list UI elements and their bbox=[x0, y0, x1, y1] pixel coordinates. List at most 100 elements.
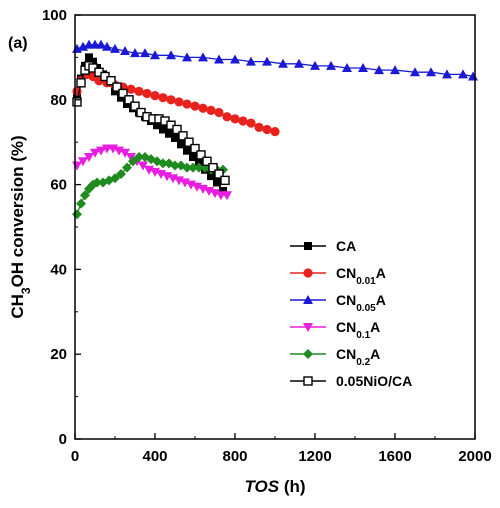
data-point bbox=[342, 63, 352, 72]
data-point bbox=[110, 173, 120, 184]
data-point bbox=[262, 124, 272, 135]
legend-entry: 0.05NiO/CA bbox=[290, 373, 412, 389]
x-axis-title: TOS (h) bbox=[244, 477, 305, 496]
legend-entry: CA bbox=[290, 238, 356, 254]
legend-label-main: CN bbox=[336, 292, 356, 308]
data-point bbox=[214, 169, 224, 179]
data-point bbox=[138, 161, 148, 171]
data-point bbox=[171, 133, 179, 142]
y-tick-label: 80 bbox=[50, 92, 67, 109]
x-tick-label: 1600 bbox=[378, 448, 411, 465]
legend-label-main: CN bbox=[336, 319, 356, 335]
y-tick-label: 60 bbox=[50, 177, 67, 194]
data-point bbox=[294, 58, 304, 68]
data-point bbox=[190, 101, 200, 111]
data-point bbox=[178, 131, 188, 141]
data-point bbox=[120, 46, 130, 56]
data-point bbox=[126, 84, 136, 94]
y-axis-title-a: CH bbox=[8, 294, 27, 319]
y-axis-title: CH3OH conversion (%) bbox=[8, 135, 33, 318]
data-point bbox=[142, 88, 152, 99]
data-point bbox=[84, 153, 94, 163]
data-point bbox=[80, 190, 90, 201]
data-point bbox=[134, 86, 144, 96]
data-point bbox=[198, 103, 208, 113]
data-point bbox=[166, 95, 176, 105]
legend-label-sub: 0.01 bbox=[356, 276, 376, 287]
data-point bbox=[118, 88, 128, 99]
data-point bbox=[220, 175, 230, 186]
data-point bbox=[190, 143, 200, 154]
data-point bbox=[326, 60, 336, 70]
legend-entry: CN0.1A bbox=[290, 319, 380, 341]
data-point bbox=[238, 116, 248, 126]
data-point bbox=[213, 178, 221, 187]
panel-label: (a) bbox=[8, 35, 28, 52]
legend-label-main: 0.05NiO/CA bbox=[336, 373, 412, 389]
data-point bbox=[198, 52, 208, 62]
data-point bbox=[76, 78, 86, 88]
x-axis-title-italic: TOS bbox=[244, 477, 279, 496]
legend-label-sub: 0.1 bbox=[356, 330, 370, 341]
x-tick-label: 1200 bbox=[298, 448, 331, 465]
data-point bbox=[184, 137, 194, 147]
data-point bbox=[410, 67, 420, 77]
legend-label-sub: 0.05 bbox=[356, 303, 376, 314]
data-point bbox=[182, 52, 192, 62]
data-point bbox=[76, 198, 86, 209]
legend-marker bbox=[303, 376, 313, 386]
data-point bbox=[207, 172, 215, 181]
data-point bbox=[262, 56, 272, 66]
data-point bbox=[390, 65, 400, 75]
data-point bbox=[159, 125, 167, 134]
data-point bbox=[194, 162, 204, 173]
data-point bbox=[174, 97, 184, 107]
data-point bbox=[222, 191, 232, 201]
data-point bbox=[150, 90, 160, 101]
data-point bbox=[214, 107, 224, 118]
data-point bbox=[106, 76, 116, 86]
data-point bbox=[188, 162, 198, 173]
legend-label-tail: A bbox=[370, 319, 380, 335]
y-tick-label: 40 bbox=[50, 261, 67, 278]
data-point bbox=[92, 177, 102, 188]
data-point bbox=[158, 158, 168, 169]
data-point bbox=[183, 146, 191, 155]
data-point bbox=[374, 65, 384, 75]
legend-label-tail: A bbox=[376, 292, 386, 308]
legend-label: 0.05NiO/CA bbox=[336, 373, 412, 389]
data-point bbox=[182, 162, 192, 173]
data-point bbox=[85, 53, 93, 62]
data-point bbox=[96, 39, 106, 49]
legend-label-main: CA bbox=[336, 238, 356, 254]
data-point bbox=[208, 162, 218, 173]
data-point bbox=[150, 50, 160, 60]
legend-marker bbox=[303, 349, 313, 359]
data-point bbox=[110, 43, 120, 53]
legend-label: CA bbox=[336, 238, 356, 254]
plot-area bbox=[75, 15, 475, 439]
data-point bbox=[458, 69, 468, 79]
data-point bbox=[170, 160, 180, 171]
x-tick-label: 800 bbox=[222, 448, 247, 465]
data-point bbox=[177, 140, 185, 149]
legend-entry: CN0.05A bbox=[290, 292, 386, 314]
data-point bbox=[230, 114, 240, 124]
legend-label-tail: A bbox=[370, 346, 380, 362]
data-point bbox=[124, 95, 134, 105]
data-point bbox=[246, 118, 256, 128]
data-point bbox=[270, 127, 280, 137]
data-point bbox=[196, 150, 206, 160]
series-4 bbox=[72, 152, 228, 220]
legend-label: CN0.2A bbox=[336, 346, 380, 368]
legend-label: CN0.1A bbox=[336, 319, 380, 341]
series-2 bbox=[72, 39, 478, 81]
legend-marker bbox=[303, 268, 313, 278]
data-point bbox=[254, 122, 264, 132]
data-point bbox=[230, 54, 240, 64]
data-point bbox=[358, 63, 368, 72]
data-point bbox=[153, 121, 161, 130]
legend-label: CN0.05A bbox=[336, 292, 386, 314]
data-point bbox=[189, 153, 197, 162]
